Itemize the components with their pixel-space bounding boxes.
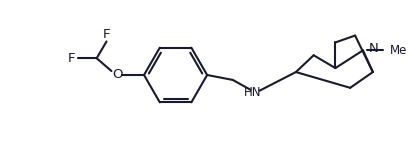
- Text: N: N: [369, 42, 379, 55]
- Text: HN: HN: [244, 86, 261, 99]
- Text: O: O: [112, 69, 123, 81]
- Text: Me: Me: [390, 44, 407, 57]
- Text: F: F: [103, 28, 110, 41]
- Text: F: F: [67, 52, 75, 65]
